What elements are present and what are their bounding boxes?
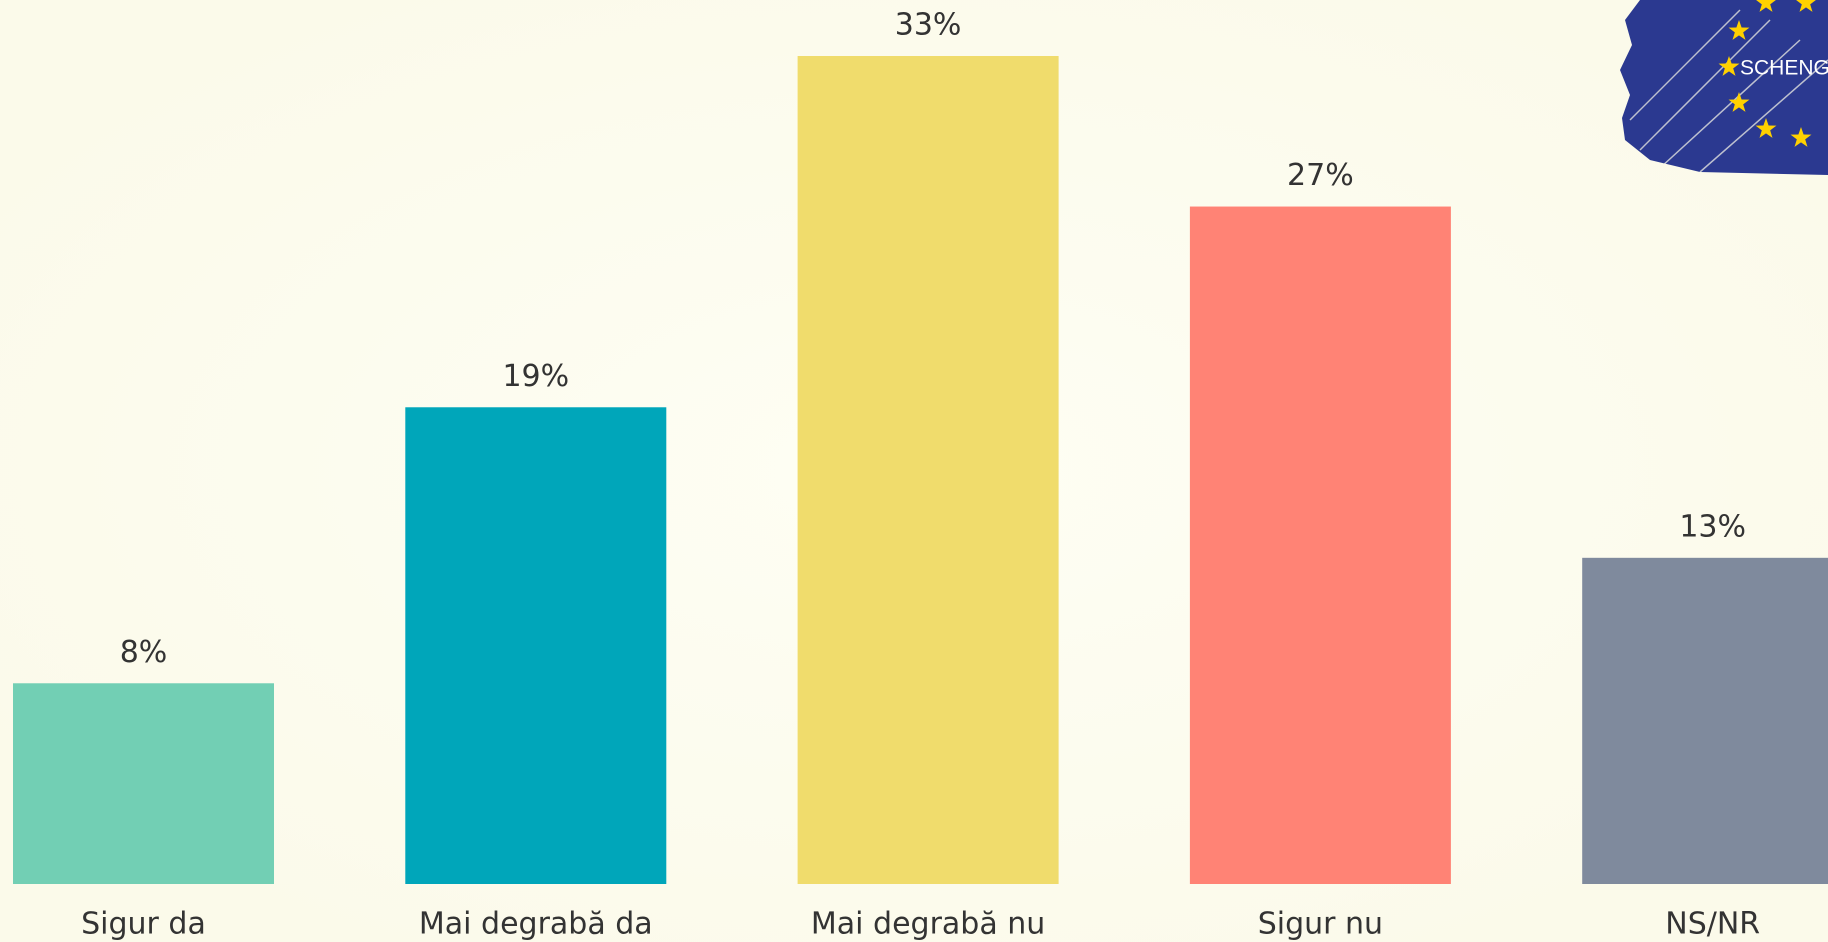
logo-text: SCHENG [1740, 57, 1828, 80]
value-label: 27% [1287, 158, 1354, 193]
value-label: 13% [1679, 509, 1746, 544]
logo: SCHENG [1620, 0, 1828, 175]
category-label: Mai degrabă nu [811, 907, 1045, 942]
bar [797, 56, 1059, 884]
category-label: NS/NR [1665, 907, 1760, 942]
bar [1582, 557, 1828, 884]
value-label: 19% [502, 359, 569, 394]
bar [405, 407, 667, 884]
category-label: Sigur nu [1258, 907, 1383, 942]
category-label: Mai degrabă da [419, 907, 653, 942]
category-label: Sigur da [81, 907, 206, 942]
value-label: 33% [895, 8, 962, 43]
bar [13, 683, 274, 884]
bar [1189, 206, 1451, 884]
value-label: 8% [120, 635, 168, 670]
